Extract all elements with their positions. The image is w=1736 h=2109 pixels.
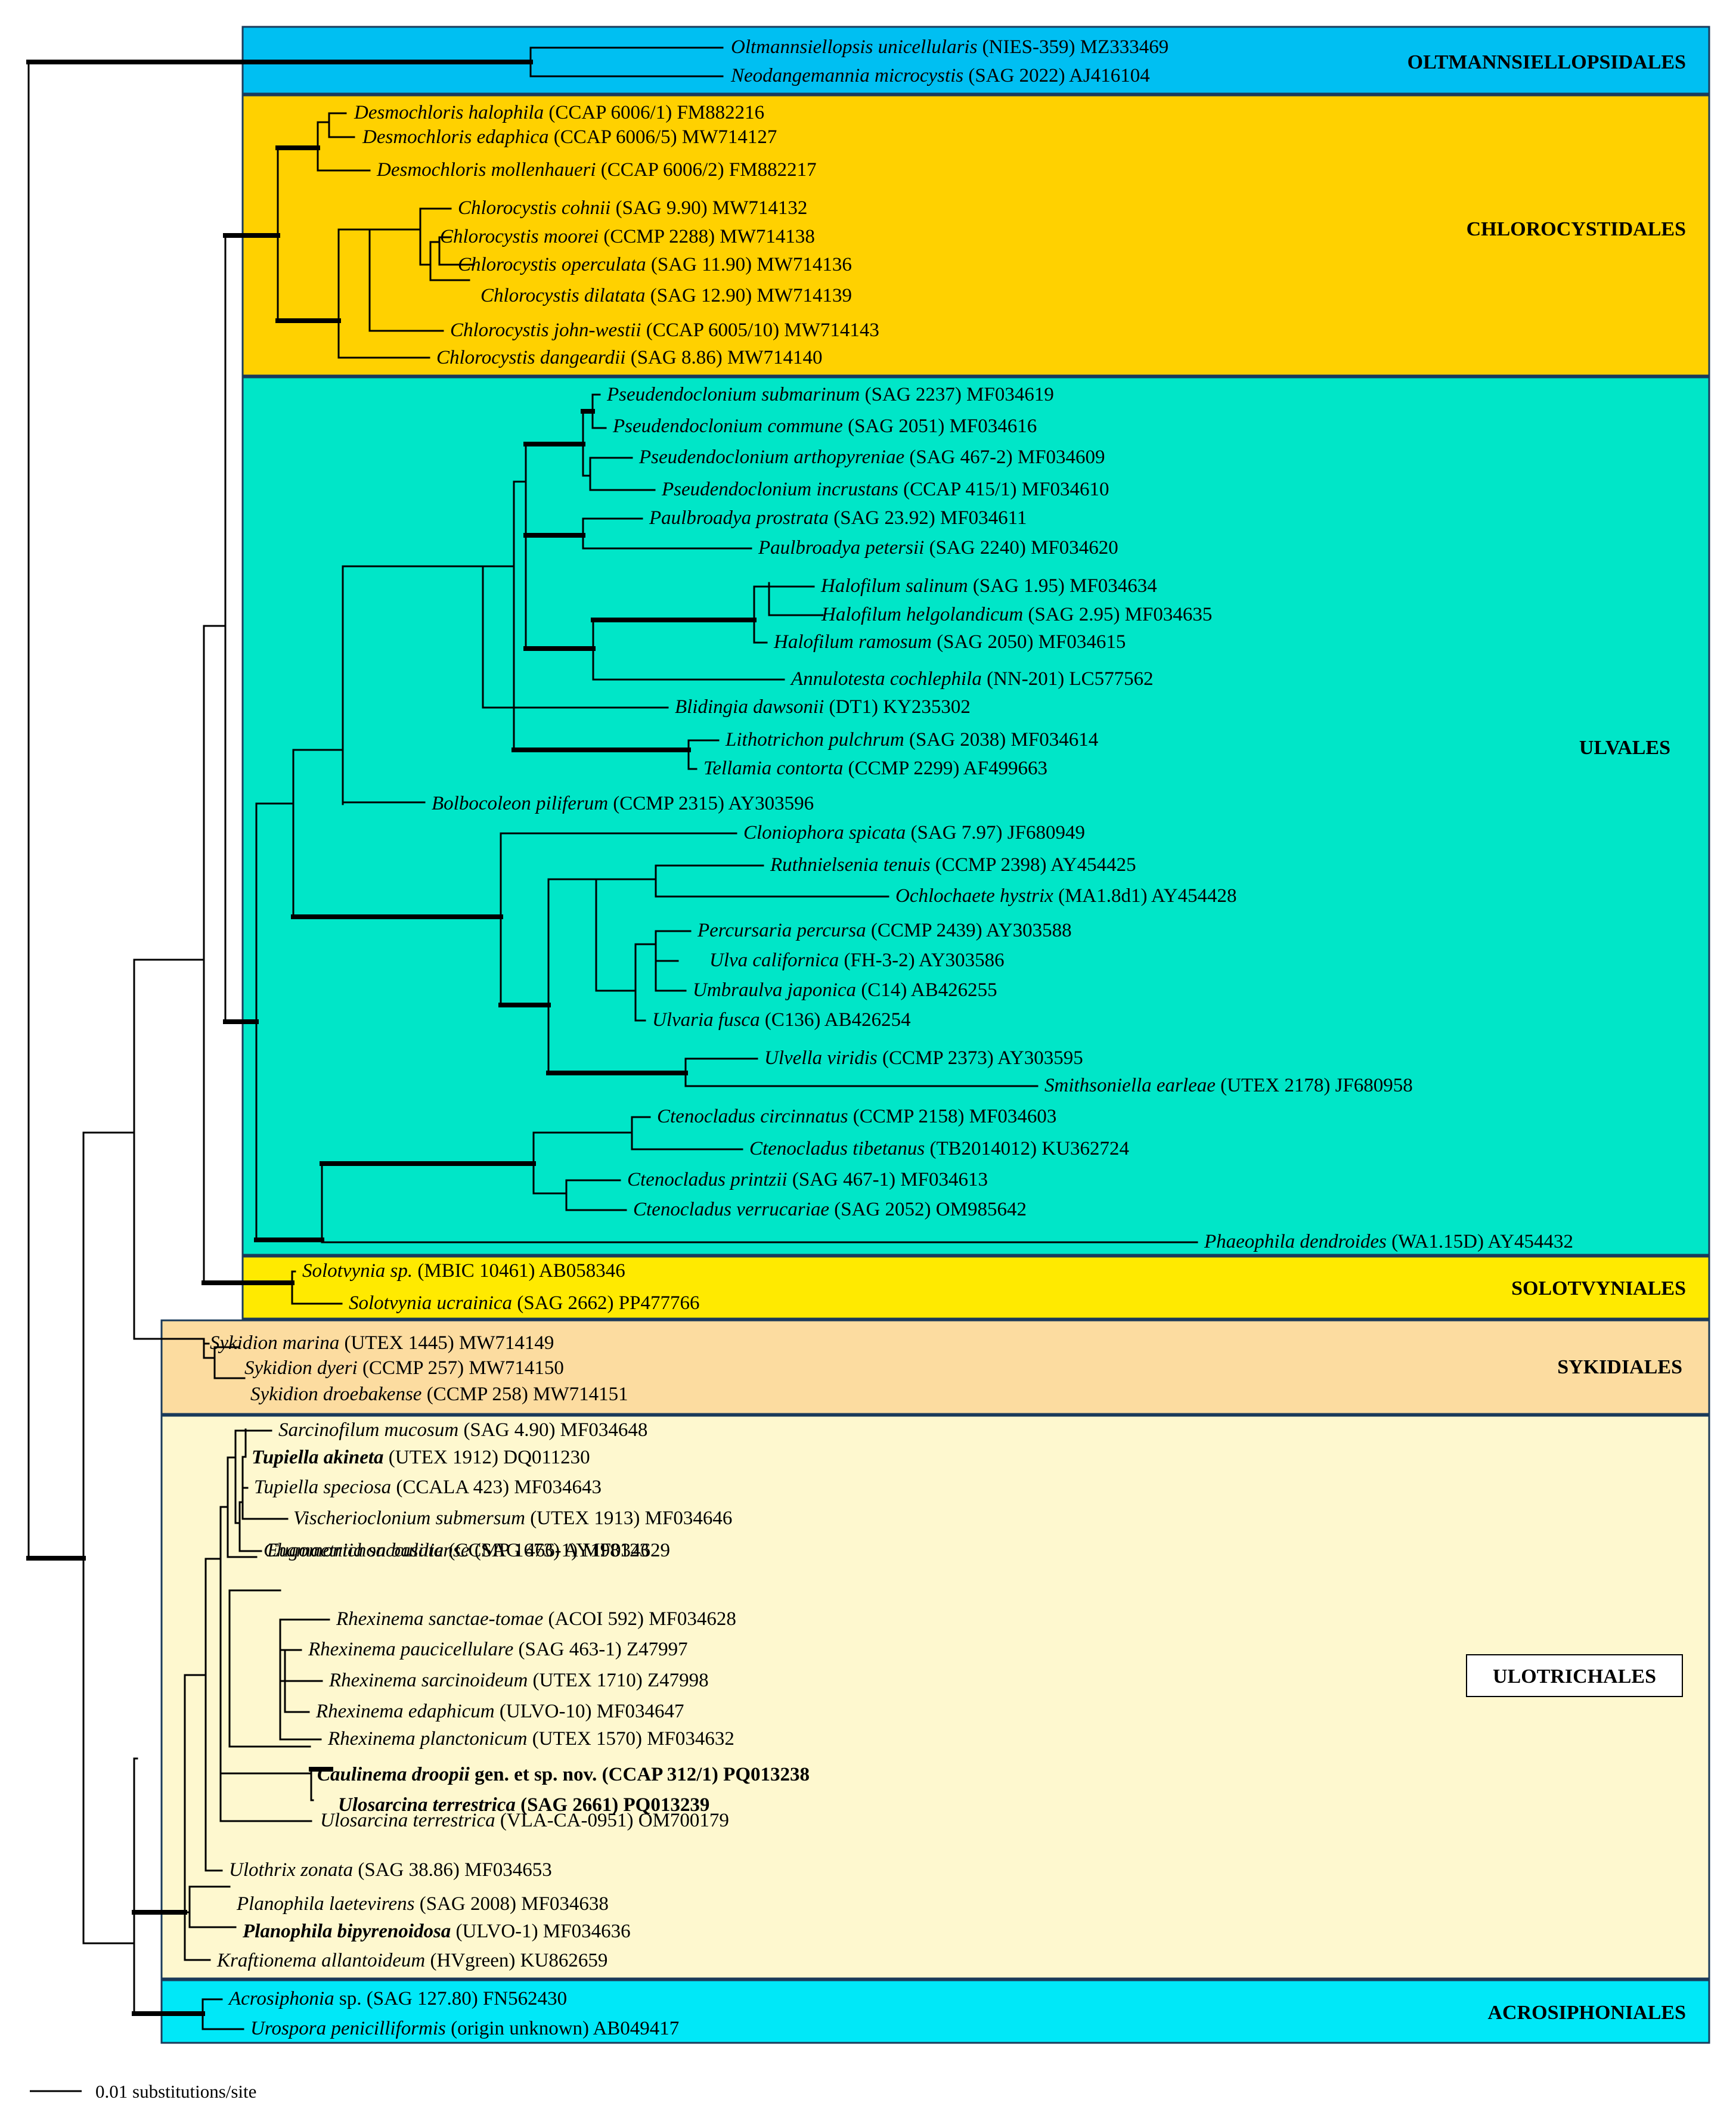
taxon-label: Tupiella speciosa (CCALA 423) MF034643 [254,1477,602,1498]
box-ulvales [241,376,1710,1256]
taxon-label: Ulothrix zonata (SAG 38.86) MF034653 [229,1859,552,1881]
taxon-label: Paulbroadya petersii (SAG 2240) MF034620 [758,537,1118,559]
order-label-chlorocystidales: CHLOROCYSTIDALES [1467,218,1686,240]
clade-boxes [160,26,1710,2044]
taxon-label: Ruthnielsenia tenuis (CCMP 2398) AY45442… [770,854,1136,876]
taxon-label: Tellamia contorta (CCMP 2299) AF499663 [703,758,1047,779]
taxon-label: Cloniophora spicata (SAG 7.97) JF680949 [743,822,1085,843]
taxon-label: Pseudendoclonium arthopyreniae (SAG 467-… [638,446,1105,468]
box-ulotrichales [160,1415,1710,1980]
taxon-label: Ctenocladus printzii (SAG 467-1) MF03461… [627,1169,988,1190]
taxon-label: Oltmannsiellopsis unicellularis (NIES-35… [731,36,1168,58]
taxon-label: Rhexinema paucicellulare (SAG 463-1) Z47… [308,1639,688,1660]
taxon-label: Chlorocystis dilatata (SAG 12.90) MW7141… [480,285,852,306]
taxon-label: Chlorocystis john-westii (CCAP 6005/10) … [450,320,879,341]
taxon-label: Ulvella viridis (CCMP 2373) AY303595 [764,1047,1083,1069]
taxon-label: Chlorocystis moorei (CCMP 2288) MW714138 [440,226,815,247]
taxon-label: Urospora penicilliformis (origin unknown… [250,2018,679,2039]
scale-bar: 0.01 substitutions/site [30,2081,256,2102]
taxon-label: Caulinema droopii gen. et sp. nov. (CCAP… [317,1764,810,1785]
tree-branches [26,46,1198,2030]
taxon-label: Ochlochaete hystrix (MA1.8d1) AY454428 [895,885,1237,907]
taxon-label: Tupiella akineta (UTEX 1912) DQ011230 [252,1447,590,1468]
ulotrichales-label-frame [1466,1654,1683,1697]
taxon-label: Acrosiphonia sp. (SAG 127.80) FN562430 [228,1988,567,2009]
scale-bar-label: 0.01 substitutions/site [95,2081,256,2102]
taxon-label: Vischerioclonium submersum (UTEX 1913) M… [293,1508,732,1529]
taxon-label: Chlorocystis operculata (SAG 11.90) MW71… [458,254,852,275]
taxon-label: Halofilum ramosum (SAG 2050) MF034615 [773,631,1126,653]
taxon-label: Halofilum salinum (SAG 1.95) MF034634 [820,575,1157,597]
box-chlorocystidales [241,94,1710,377]
taxon-label: Ctenocladus verrucariae (SAG 2052) OM985… [633,1199,1027,1220]
box-solotvyniales [241,1255,1710,1320]
taxon-label: Rhexinema planctonicum (UTEX 1570) MF034… [327,1728,734,1750]
box-sykidiales [160,1319,1710,1415]
taxon-label: Planophila laetevirens (SAG 2008) MF0346… [236,1893,609,1915]
order-label-ulvales: ULVALES [1579,737,1670,759]
order-label-acrosiphoniales: ACROSIPHONIALES [1487,2002,1686,2024]
order-label-oltmannsiellopsidales: OLTMANNSIELLOPSIDALES [1408,51,1686,73]
taxon-label: Sarcinofilum mucosum (SAG 4.90) MF034648 [278,1419,647,1441]
taxon-label: Sykidion dyeri (CCMP 257) MW714150 [244,1357,564,1379]
taxon-label: Phaeophila dendroides (WA1.15D) AY454432 [1204,1231,1573,1252]
taxon-label: Pseudendoclonium submarinum (SAG 2237) M… [606,384,1054,405]
taxon-label: Ulosarcina terrestrica (SAG 2661) PQ0132… [338,1794,709,1816]
taxon-label: Desmochloris mollenhaueri (CCAP 6006/2) … [376,159,817,181]
order-label-sykidiales: SYKIDIALES [1557,1356,1682,1378]
taxon-label: Paulbroadya prostrata (SAG 23.92) MF0346… [649,507,1027,529]
box-acrosiphoniales [160,1979,1710,2044]
taxon-label: Kraftionema allantoideum (HVgreen) KU862… [216,1950,607,1971]
taxon-label: Sykidion marina (UTEX 1445) MW714149 [210,1332,554,1354]
taxon-label: Ctenocladus tibetanus (TB2014012) KU3627… [749,1138,1129,1159]
taxon-labels: Oltmannsiellopsis unicellularis (NIES-35… [210,36,1573,2039]
taxon-label: Halofilum helgolandicum (SAG 2.95) MF034… [821,604,1212,625]
taxon-label: Bolbocoleon piliferum (CCMP 2315) AY3035… [432,793,814,814]
taxon-label: Chlorocystis cohnii (SAG 9.90) MW714132 [458,197,807,219]
taxon-label: Rhexinema sarcinoideum (UTEX 1710) Z4799… [328,1670,709,1691]
taxon-label: Ulva californica (FH-3-2) AY303586 [709,950,1005,971]
taxon-label: Sykidion droebakense (CCMP 258) MW714151 [250,1384,628,1405]
taxon-label: Percursaria percursa (CCMP 2439) AY30358… [697,920,1072,941]
taxon-label: Umbraulva japonica (C14) AB426255 [693,979,997,1001]
taxon-label: Pseudendoclonium incrustans (CCAP 415/1)… [661,479,1109,500]
taxon-label: Blidingia dawsonii (DT1) KY235302 [675,696,971,718]
taxon-label: Neodangemannia microcystis (SAG 2022) AJ… [730,65,1150,86]
taxon-label: Ctenocladus circinnatus (CCMP 2158) MF03… [657,1106,1056,1127]
taxon-label: Solotvynia ucrainica (SAG 2662) PP477766 [349,1292,699,1314]
taxon-label: Annulotesta cochlephila (NN-201) LC57756… [790,668,1154,690]
taxon-label: Lithotrichon pulchrum (SAG 2038) MF03461… [725,729,1098,750]
taxon-label: Eugomontia sacculata (CCMP 1673) AY19812… [266,1540,649,1561]
taxon-label: Desmochloris halophila (CCAP 6006/1) FM8… [354,102,764,123]
order-label-ulotrichales: ULOTRICHALES [1493,1666,1656,1688]
taxon-label: Ulosarcina terrestrica (VLA-CA-0951) OM7… [320,1810,729,1831]
taxon-label: Rhexinema edaphicum (ULVO-10) MF034647 [315,1701,684,1722]
taxon-label: Chamaetrichon basiliense (SAG 466-1) MF0… [264,1540,670,1561]
taxon-label: Solotvynia sp. (MBIC 10461) AB058346 [302,1260,625,1282]
taxon-label: Smithsoniella earleae (UTEX 2178) JF6809… [1044,1075,1413,1096]
taxon-label: Pseudendoclonium commune (SAG 2051) MF03… [612,415,1037,437]
order-label-solotvyniales: SOLOTVYNIALES [1511,1277,1686,1299]
taxon-label: Planophila bipyrenoidosa (ULVO-1) MF0346… [242,1921,631,1942]
taxon-label: Desmochloris edaphica (CCAP 6006/5) MW71… [362,126,777,148]
taxon-label: Rhexinema sanctae-tomae (ACOI 592) MF034… [336,1608,736,1630]
taxon-label: Chlorocystis dangeardii (SAG 8.86) MW714… [436,347,822,368]
taxon-label: Ulvaria fusca (C136) AB426254 [652,1009,911,1031]
